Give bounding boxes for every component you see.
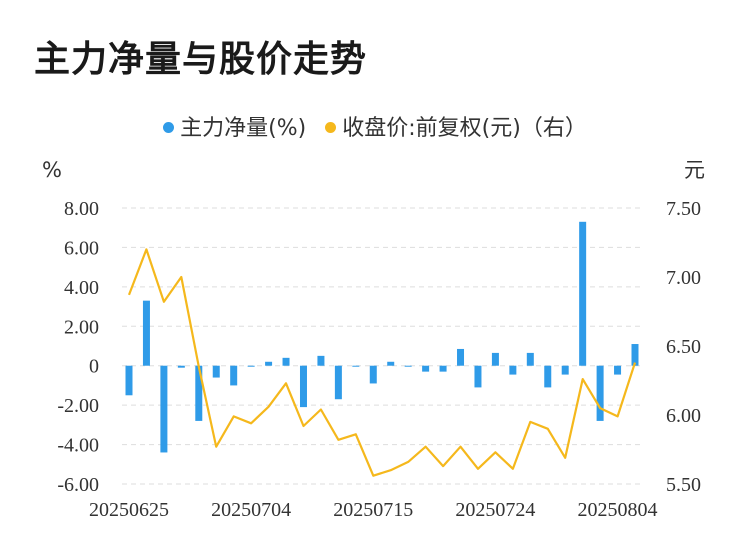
x-tick-label: 20250704 [211, 499, 291, 521]
right-tick-label: 7.00 [666, 267, 701, 289]
bar[interactable] [561, 365, 569, 375]
bar[interactable] [631, 344, 639, 366]
bar[interactable] [160, 365, 168, 453]
price-line[interactable] [127, 248, 637, 477]
left-tick-label: -2.00 [57, 395, 99, 417]
bar[interactable] [125, 365, 133, 396]
x-tick-label: 20250715 [333, 499, 413, 521]
bar[interactable] [334, 365, 342, 400]
x-tick-label: 20250625 [89, 499, 169, 521]
bar[interactable] [282, 357, 290, 366]
left-tick-label: 2.00 [64, 316, 99, 338]
left-tick-label: 8.00 [64, 198, 99, 220]
bar[interactable] [369, 365, 377, 384]
legend-bar-label: 主力净量(%) [180, 116, 307, 141]
bar[interactable] [352, 365, 360, 367]
bar[interactable] [509, 365, 517, 375]
x-axis-ticks: 20250625 20250704 20250715 20250724 20250804 [89, 499, 658, 521]
legend-item-bar[interactable]: 主力净量(%) [163, 110, 306, 142]
left-tick-label: -6.00 [57, 474, 99, 496]
right-tick-label: 6.00 [666, 405, 701, 427]
bar[interactable] [265, 361, 273, 366]
bar[interactable] [474, 365, 482, 388]
right-axis-ticks: 7.50 7.00 6.50 6.00 5.50 [666, 198, 701, 496]
left-axis-unit: % [42, 158, 62, 182]
legend-line-dot [325, 121, 337, 133]
bar[interactable] [387, 361, 395, 366]
x-tick-label: 20250724 [455, 499, 535, 521]
bar[interactable] [579, 221, 587, 366]
line-series [127, 248, 637, 477]
legend-item-line[interactable]: 收盘价:前复权(元)（右） [325, 110, 587, 142]
right-tick-label: 6.50 [666, 336, 701, 358]
grid-lines [122, 207, 642, 485]
bar[interactable] [195, 365, 203, 421]
left-tick-label: -4.00 [57, 435, 99, 457]
right-tick-label: 7.50 [666, 198, 701, 220]
right-axis-unit: 元 [684, 158, 705, 182]
bar[interactable] [526, 352, 534, 366]
bar[interactable] [614, 365, 622, 375]
left-tick-label: 4.00 [64, 277, 99, 299]
bar[interactable] [177, 365, 185, 368]
x-tick-label: 20250804 [578, 499, 658, 521]
left-tick-label: 6.00 [64, 237, 99, 259]
bar[interactable] [422, 365, 430, 372]
bar[interactable] [299, 365, 307, 408]
bar[interactable] [596, 365, 604, 421]
legend-line-label: 收盘价:前复权(元)（右） [342, 116, 587, 141]
bar-series [125, 221, 639, 453]
legend: 主力净量(%) 收盘价:前复权(元)（右） [0, 110, 750, 142]
legend-bar-dot [163, 121, 175, 133]
bar[interactable] [230, 365, 238, 386]
bar[interactable] [142, 300, 150, 366]
left-axis-ticks: 8.00 6.00 4.00 2.00 0 -2.00 -4.00 -6.00 [57, 198, 99, 496]
bar[interactable] [247, 365, 255, 367]
bar[interactable] [544, 365, 552, 388]
bar[interactable] [317, 355, 325, 366]
bar[interactable] [212, 365, 220, 378]
right-tick-label: 5.50 [666, 474, 701, 496]
bar[interactable] [404, 365, 412, 367]
bar[interactable] [491, 352, 499, 366]
bar[interactable] [457, 348, 465, 366]
bar[interactable] [439, 365, 447, 372]
chart-title: 主力净量与股价走势 [34, 39, 368, 80]
left-tick-label: 0 [89, 356, 99, 378]
